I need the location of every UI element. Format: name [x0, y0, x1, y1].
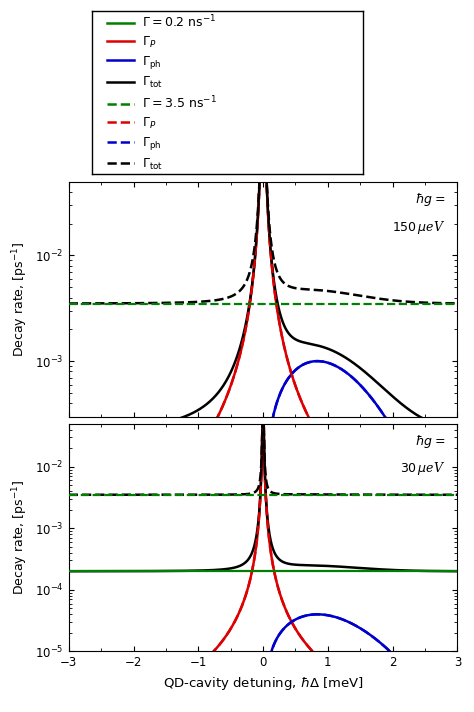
Text: $\hbar g =$: $\hbar g =$: [415, 433, 446, 450]
Legend: $\Gamma = 0.2$ ns$^{-1}$, $\Gamma_P$, $\Gamma_{\rm ph}$, $\Gamma_{\rm tot}$, $\G: $\Gamma = 0.2$ ns$^{-1}$, $\Gamma_P$, $\…: [107, 14, 217, 172]
Text: $\hbar g =$: $\hbar g =$: [415, 191, 446, 208]
Y-axis label: Decay rate, [ps$^{-1}$]: Decay rate, [ps$^{-1}$]: [10, 480, 29, 595]
Y-axis label: Decay rate, [ps$^{-1}$]: Decay rate, [ps$^{-1}$]: [10, 241, 30, 357]
X-axis label: QD-cavity detuning, $\hbar\Delta$ [meV]: QD-cavity detuning, $\hbar\Delta$ [meV]: [163, 675, 364, 692]
Text: $30\,\mu$eV: $30\,\mu$eV: [401, 460, 446, 477]
Text: $150\,\mu$eV: $150\,\mu$eV: [392, 219, 446, 236]
